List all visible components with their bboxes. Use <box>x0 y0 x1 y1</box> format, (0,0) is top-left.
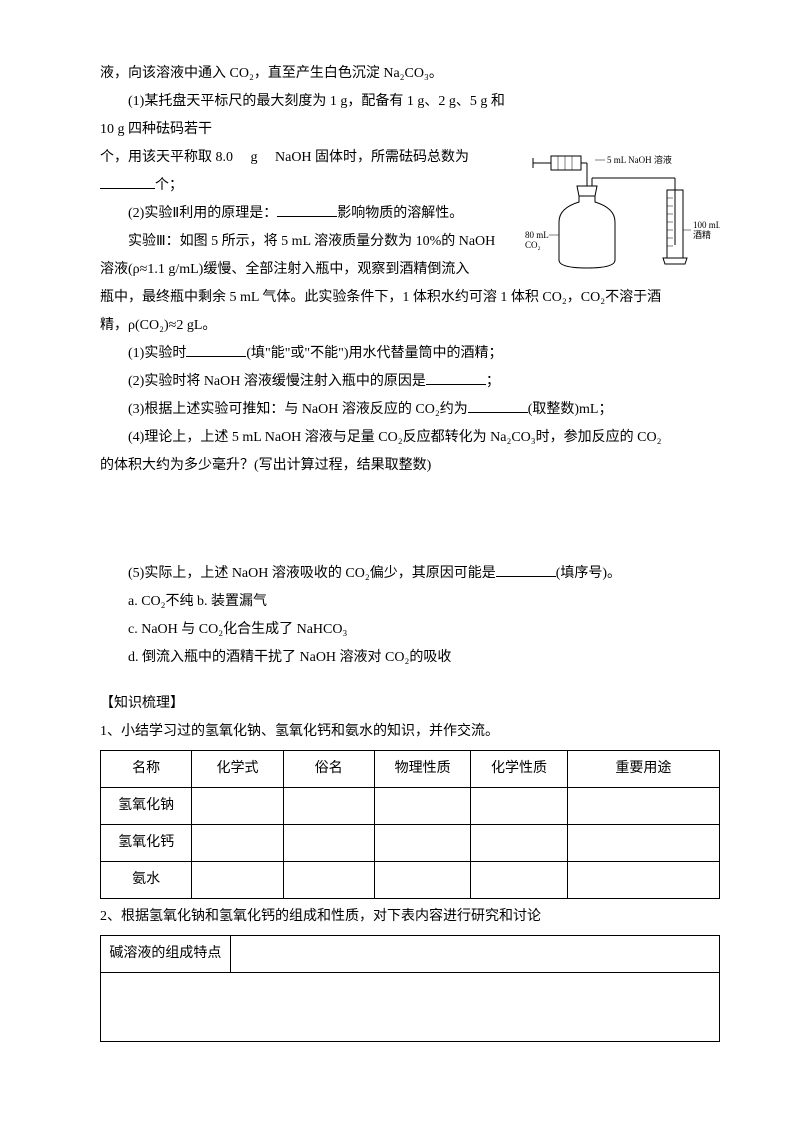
para-1-1: (1)某托盘天平标尺的最大刻度为 1 g，配备有 1 g、2 g、5 g 和 1… <box>100 88 720 144</box>
blank-1[interactable] <box>100 173 155 189</box>
th-formula: 化学式 <box>192 751 283 788</box>
p2-head: (2)实验Ⅱ利用的原理是： <box>128 206 277 221</box>
row-composition-cell[interactable] <box>230 936 719 973</box>
blank-q1[interactable] <box>186 341 246 357</box>
th-use: 重要用途 <box>567 751 719 788</box>
svg-text:CO₂: CO₂ <box>525 240 541 250</box>
th-common: 俗名 <box>283 751 374 788</box>
th-name: 名称 <box>101 751 192 788</box>
q5: (5)实际上，上述 NaOH 溶液吸收的 CO₂偏少，其原因可能是 (填序号)。 <box>100 560 720 588</box>
summary-1: 1、小结学习过的氢氧化钠、氢氧化钙和氨水的知识，并作交流。 <box>100 718 720 746</box>
para-5: 瓶中，最终瓶中剩余 5 mL 气体。此实验条件下，1 体积水约可溶 1 体积 C… <box>100 284 720 312</box>
q1-tail: (填"能"或"不能")用水代替量筒中的酒精； <box>246 346 502 361</box>
q3-tail: (取整数)mL； <box>528 402 613 417</box>
intro-line: 液，向该溶液中通入 CO₂，直至产生白色沉淀 Na₂CO₃。 <box>100 60 720 88</box>
calc-space <box>100 480 720 560</box>
p1-2b: g <box>251 150 258 165</box>
th-chem: 化学性质 <box>471 751 567 788</box>
row-caoh2: 氢氧化钙 <box>101 825 192 862</box>
q3: (3)根据上述实验可推知：与 NaOH 溶液反应的 CO₂约为 (取整数)mL； <box>100 396 720 424</box>
q5-tail: (填序号)。 <box>556 566 621 581</box>
table-row: 氢氧化钠 <box>101 788 720 825</box>
table-row: 氨水 <box>101 862 720 899</box>
blank-2[interactable] <box>277 201 337 217</box>
option-c: c. NaOH 与 CO₂化合生成了 NaHCO₃ <box>100 616 720 644</box>
q4-2: 的体积大约为多少毫升？(写出计算过程，结果取整数) <box>100 452 720 480</box>
composition-table: 碱溶液的组成特点 <box>100 935 720 1042</box>
row-naoh: 氢氧化钠 <box>101 788 192 825</box>
label-cylinder: 100 mL <box>693 220 720 230</box>
label-syringe: 5 mL NaOH 溶液 <box>607 154 672 165</box>
para-6: 精，ρ(CO₂)≈2 gL。 <box>100 312 720 340</box>
row-nh3: 氨水 <box>101 862 192 899</box>
blank-q2[interactable] <box>426 369 486 385</box>
option-d: d. 倒流入瓶中的酒精干扰了 NaOH 溶液对 CO₂的吸收 <box>100 644 720 672</box>
table-row: 氢氧化钙 <box>101 825 720 862</box>
row-blank-cell[interactable] <box>101 973 720 1042</box>
knowledge-table: 名称 化学式 俗名 物理性质 化学性质 重要用途 氢氧化钠 氢氧化钙 氨水 <box>100 750 720 899</box>
blank-q3[interactable] <box>468 397 528 413</box>
option-ab: a. CO₂不纯 b. 装置漏气 <box>100 588 720 616</box>
label-bottle: 80 mL <box>525 230 549 240</box>
section-heading: 【知识梳理】 <box>100 690 720 718</box>
table-header-row: 名称 化学式 俗名 物理性质 化学性质 重要用途 <box>101 751 720 788</box>
q4-1: (4)理论上，上述 5 mL NaOH 溶液与足量 CO₂反应都转化为 Na₂C… <box>100 424 720 452</box>
table-row <box>101 973 720 1042</box>
q2: (2)实验时将 NaOH 溶液缓慢注射入瓶中的原因是 ； <box>100 368 720 396</box>
blank-q5[interactable] <box>496 561 556 577</box>
p1-2c: NaOH 固体时，所需砝码总数为 <box>275 150 469 165</box>
p1-2a: 个，用该天平称取 8.0 <box>100 150 233 165</box>
table-row: 碱溶液的组成特点 <box>101 936 720 973</box>
q5-head: (5)实际上，上述 NaOH 溶液吸收的 CO₂偏少，其原因可能是 <box>128 566 496 581</box>
q1-head: (1)实验时 <box>128 346 186 361</box>
q2-head: (2)实验时将 NaOH 溶液缓慢注射入瓶中的原因是 <box>128 374 426 389</box>
th-phys: 物理性质 <box>374 751 470 788</box>
p1-3-tail: 个； <box>155 178 183 193</box>
q1: (1)实验时 (填"能"或"不能")用水代替量筒中的酒精； <box>100 340 720 368</box>
q2-tail: ； <box>486 374 500 389</box>
p2-tail: 影响物质的溶解性。 <box>337 206 463 221</box>
experiment-diagram: 5 mL NaOH 溶液 80 mL CO₂ 100 mL 酒精 <box>525 150 720 280</box>
summary-2: 2、根据氢氧化钠和氢氧化钙的组成和性质，对下表内容进行研究和讨论 <box>100 903 720 931</box>
row-composition-label: 碱溶液的组成特点 <box>101 936 231 973</box>
svg-text:酒精: 酒精 <box>693 229 711 240</box>
q3-head: (3)根据上述实验可推知：与 NaOH 溶液反应的 CO₂约为 <box>128 402 468 417</box>
diagram-svg: 5 mL NaOH 溶液 80 mL CO₂ 100 mL 酒精 <box>525 150 720 280</box>
